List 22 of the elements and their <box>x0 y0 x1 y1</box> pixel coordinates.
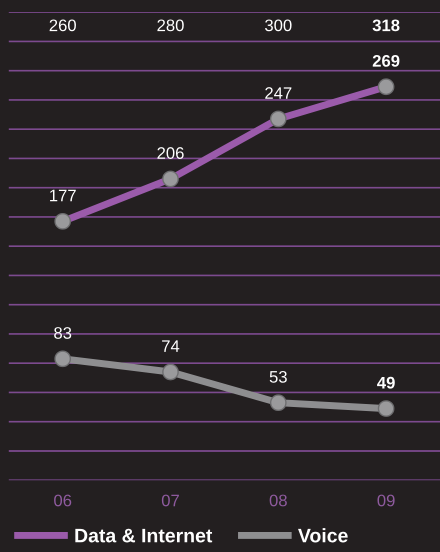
data-label: 247 <box>265 87 292 99</box>
x-tick-label: 08 <box>270 494 287 506</box>
text: 300 <box>265 19 292 32</box>
data-label: 49 <box>377 376 395 389</box>
data-label: 74 <box>162 340 180 352</box>
text: 318 <box>372 19 400 32</box>
data-label: 206 <box>157 147 184 159</box>
legend-label: Voice <box>298 528 348 542</box>
point <box>54 350 72 368</box>
point <box>378 400 394 417</box>
legend-label: Data & Internet <box>75 528 212 542</box>
data-label: 177 <box>50 190 76 202</box>
x-tick-label: 06 <box>54 494 72 506</box>
point <box>270 394 287 412</box>
text: 260 <box>50 19 76 32</box>
data-label: 269 <box>372 54 400 67</box>
text: 280 <box>157 19 184 32</box>
data-label: 83 <box>54 327 72 339</box>
data-label: 53 <box>270 370 287 383</box>
point <box>162 364 179 380</box>
x-tick-label: 09 <box>377 494 395 506</box>
x-tick-label: 07 <box>162 494 179 506</box>
